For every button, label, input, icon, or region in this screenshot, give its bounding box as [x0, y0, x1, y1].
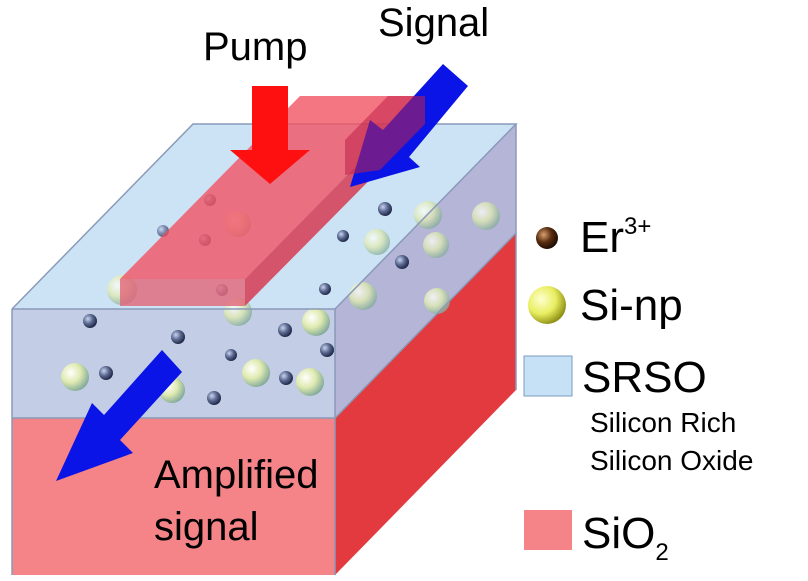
si-np: [242, 359, 270, 387]
block-edges: [11, 123, 518, 575]
srso-side-face: [335, 124, 516, 418]
er-ion: [83, 314, 97, 328]
srso-legend-label: SRSO: [582, 353, 707, 402]
sio2-legend-label: SiO2: [582, 509, 669, 566]
sio2-legend-swatch: [524, 510, 572, 550]
si-np: [364, 229, 390, 255]
er-legend-label: Er3+: [580, 213, 651, 262]
amplified-label-line1: Amplified: [154, 453, 319, 497]
er-ion: [278, 323, 292, 337]
si-np-legend-icon: [528, 286, 566, 324]
si-np: [424, 288, 450, 314]
amplified-signal-arrow: [56, 350, 182, 481]
er-ion: [99, 366, 113, 380]
er-ion: [207, 391, 221, 405]
signal-label: Signal: [378, 1, 489, 45]
er-ion: [279, 371, 293, 385]
srso-desc-line2: Silicon Oxide: [590, 445, 753, 476]
si-np: [472, 202, 500, 230]
pump-label: Pump: [203, 25, 308, 69]
er-ion: [320, 343, 334, 357]
er-ion: [319, 283, 331, 295]
si-np: [296, 368, 324, 396]
si-np-legend-label: Si-np: [580, 281, 683, 330]
er-ion: [171, 330, 185, 344]
er-ion: [337, 230, 349, 242]
legend: Er3+ Si-np SRSO Silicon Rich Silicon Oxi…: [523, 213, 753, 566]
si-np: [302, 308, 330, 336]
er-ion: [395, 255, 409, 269]
er-legend-icon: [536, 227, 558, 249]
pump-arrow: [230, 86, 310, 184]
amplified-label-line2: signal: [154, 505, 259, 549]
si-np: [349, 282, 377, 310]
si-np: [423, 232, 449, 258]
srso-desc-line1: Silicon Rich: [590, 407, 736, 438]
er-ion: [225, 349, 237, 361]
ridge-top-overlay: [345, 96, 425, 175]
si-np: [61, 363, 89, 391]
sio2-side-face: [335, 233, 516, 575]
ridge-front: [120, 279, 245, 306]
srso-legend-swatch: [523, 355, 573, 397]
er-ion: [378, 202, 392, 216]
